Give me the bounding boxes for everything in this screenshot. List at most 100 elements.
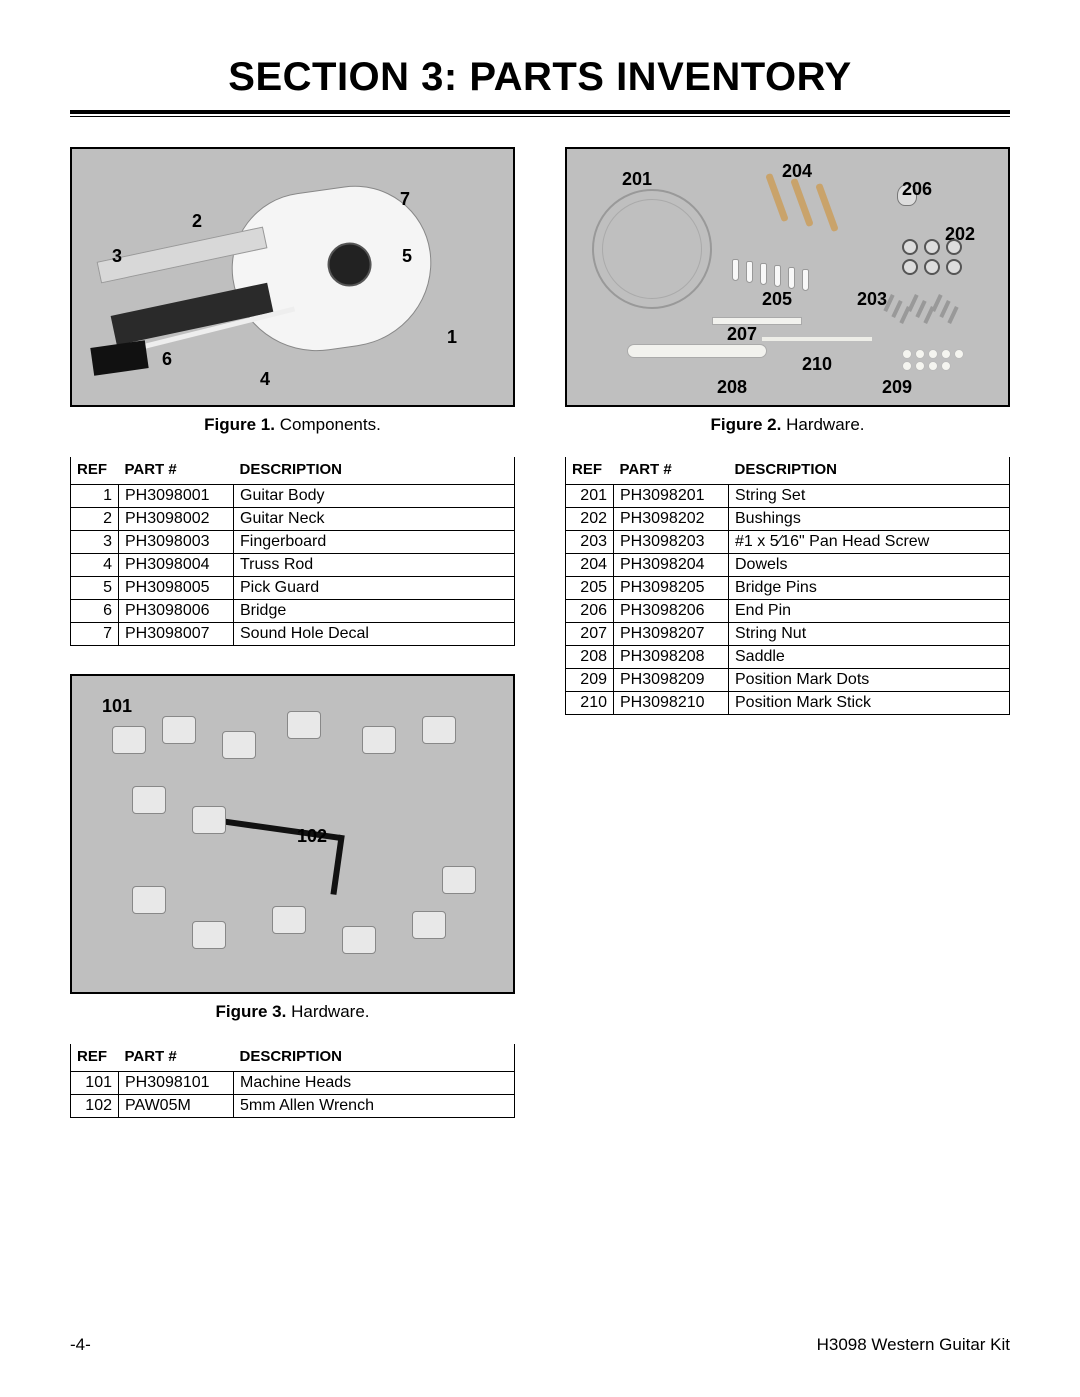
table-row: 1PH3098001Guitar Body [71,485,515,508]
cell-desc: Sound Hole Decal [234,623,515,646]
tuner-shape [342,926,376,954]
figure-callout: 203 [857,289,887,310]
figure-3-label: Figure 3. [216,1002,287,1021]
cell-ref: 102 [71,1095,119,1118]
figure-callout: 101 [102,696,132,717]
figure-callout: 7 [400,189,410,210]
table-row: 5PH3098005Pick Guard [71,577,515,600]
cell-desc: Position Mark Dots [729,669,1010,692]
cell-part: PH3098101 [119,1072,234,1095]
cell-part: PH3098209 [614,669,729,692]
cell-ref: 202 [566,508,614,531]
figure-callout: 205 [762,289,792,310]
dot-shape [928,361,938,371]
cell-part: PH3098205 [614,577,729,600]
figure-2-box: 201204206202205203207210208209 [565,147,1010,407]
table-header-part: PART # [119,457,234,485]
tuner-shape [272,906,306,934]
figure-callout: 6 [162,349,172,370]
cell-part: PH3098207 [614,623,729,646]
cell-part: PH3098007 [119,623,234,646]
figure-1-label: Figure 1. [204,415,275,434]
cell-ref: 208 [566,646,614,669]
table-3: REF PART # DESCRIPTION 101PH3098101Machi… [70,1044,515,1118]
dot-shape [902,361,912,371]
tuner-shape [132,886,166,914]
cell-ref: 203 [566,531,614,554]
rule-thick [70,110,1010,114]
cell-part: PH3098002 [119,508,234,531]
table-row: 205PH3098205Bridge Pins [566,577,1010,600]
bushing-shape [924,239,940,255]
figure-callout: 209 [882,377,912,398]
screw-shape [939,300,950,318]
cell-desc: Position Mark Stick [729,692,1010,715]
cell-ref: 205 [566,577,614,600]
table-header-part: PART # [119,1044,234,1072]
figure-callout: 4 [260,369,270,390]
cell-desc: End Pin [729,600,1010,623]
screw-shape [947,306,958,324]
dot-shape [915,349,925,359]
table-row: 102PAW05M5mm Allen Wrench [71,1095,515,1118]
cell-desc: String Set [729,485,1010,508]
cell-desc: 5mm Allen Wrench [234,1095,515,1118]
table-header-desc: DESCRIPTION [234,457,515,485]
dot-shape [941,361,951,371]
cell-desc: Guitar Body [234,485,515,508]
saddle-shape [627,344,767,358]
tuner-shape [222,731,256,759]
cell-desc: Guitar Neck [234,508,515,531]
table-header-desc: DESCRIPTION [729,457,1010,485]
bushing-shape [924,259,940,275]
cell-part: PAW05M [119,1095,234,1118]
table-row: 4PH3098004Truss Rod [71,554,515,577]
pin-shape [760,263,767,285]
cell-part: PH3098001 [119,485,234,508]
figure-3-box: 101102 [70,674,515,994]
cell-ref: 206 [566,600,614,623]
figure-callout: 3 [112,246,122,267]
cell-ref: 2 [71,508,119,531]
figure-callout: 207 [727,324,757,345]
screw-shape [891,300,902,318]
tuner-shape [192,806,226,834]
cell-ref: 4 [71,554,119,577]
cell-part: PH3098203 [614,531,729,554]
table-row: 206PH3098206End Pin [566,600,1010,623]
cell-desc: Machine Heads [234,1072,515,1095]
cell-part: PH3098210 [614,692,729,715]
cell-desc: Fingerboard [234,531,515,554]
table-1: REF PART # DESCRIPTION 1PH3098001Guitar … [70,457,515,646]
table-row: 208PH3098208Saddle [566,646,1010,669]
table-row: 101PH3098101Machine Heads [71,1072,515,1095]
table-row: 3PH3098003Fingerboard [71,531,515,554]
tuner-shape [422,716,456,744]
figure-callout: 206 [902,179,932,200]
table-row: 209PH3098209Position Mark Dots [566,669,1010,692]
cell-ref: 6 [71,600,119,623]
bushing-shape [946,259,962,275]
dot-shape [954,349,964,359]
cell-desc: Bridge [234,600,515,623]
figure-3-caption: Figure 3. Hardware. [70,1002,515,1022]
cell-part: PH3098006 [119,600,234,623]
cell-ref: 204 [566,554,614,577]
cell-ref: 210 [566,692,614,715]
footer-page-number: -4- [70,1335,91,1355]
figure-3-text: Hardware. [286,1002,369,1021]
bushing-shape [946,239,962,255]
tuner-shape [192,921,226,949]
figure-callout: 208 [717,377,747,398]
left-column: 1234567 Figure 1. Components. REF PART #… [70,147,515,1146]
cell-desc: Bushings [729,508,1010,531]
dot-shape [915,361,925,371]
figure-callout: 204 [782,161,812,182]
table-row: 2PH3098002Guitar Neck [71,508,515,531]
strings-shape [592,189,712,309]
table-header-desc: DESCRIPTION [234,1044,515,1072]
right-column: 201204206202205203207210208209 Figure 2.… [565,147,1010,1146]
tuner-shape [442,866,476,894]
figure-callout: 1 [447,327,457,348]
pin-shape [802,269,809,291]
